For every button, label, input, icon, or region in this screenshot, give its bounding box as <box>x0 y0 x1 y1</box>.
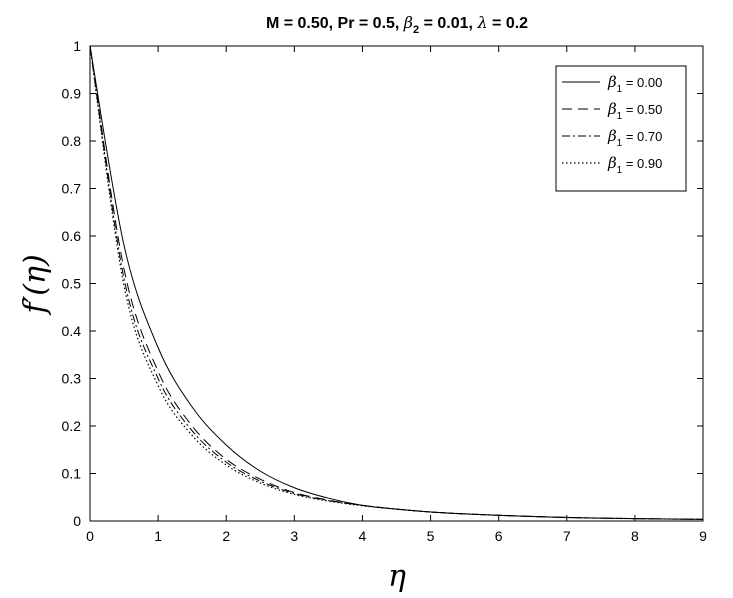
title-prefix: M = 0.50, Pr = 0.5, <box>266 15 404 32</box>
x-tick-label: 7 <box>563 528 571 544</box>
x-tick-label: 6 <box>495 528 503 544</box>
title-lambda-symbol: λ <box>476 13 487 32</box>
legend-box <box>555 65 687 192</box>
title-beta2-sub: 2 <box>413 24 419 36</box>
series-lines <box>89 45 704 520</box>
title-beta2-symbol: β <box>403 13 413 32</box>
legend: β1 = 0.00 β1 = 0.50 β1 = 0.70 β1 = 0.90 <box>555 65 687 192</box>
axis-ticks <box>89 45 704 522</box>
x-tick-label: 5 <box>427 528 435 544</box>
y-axis-label: f′(η) <box>18 254 53 315</box>
y-tick-label: 0.9 <box>62 86 82 102</box>
legend-label-1: β1 = 0.00 <box>607 73 662 95</box>
axis-tick-labels: 0 1 2 3 4 5 6 7 8 9 0 0.1 0.2 0.3 0.4 0.5 0.6 0.7 0.8 0.9 1 <box>62 38 708 544</box>
x-tick-label: 2 <box>222 528 230 544</box>
title-beta2-value: = 0.01, <box>419 15 477 32</box>
legend-label-2: β1 = 0.50 <box>607 100 662 122</box>
legend-label-3: β1 = 0.70 <box>607 127 662 149</box>
x-axis-label: η <box>388 559 406 594</box>
x-tick-label: 0 <box>86 528 94 544</box>
y-tick-label: 0.5 <box>62 276 82 292</box>
y-tick-label: 0.1 <box>62 466 82 482</box>
x-tick-label: 3 <box>290 528 298 544</box>
y-tick-label: 0.6 <box>62 228 82 244</box>
legend-label-4: β1 = 0.90 <box>607 154 662 176</box>
y-tick-label: 0.2 <box>62 418 82 434</box>
y-tick-label: 0.4 <box>62 323 82 339</box>
x-tick-label: 9 <box>699 528 707 544</box>
chart-title: M = 0.50, Pr = 0.5, β2 = 0.01, λ = 0.2 <box>266 13 528 36</box>
x-tick-label: 8 <box>631 528 639 544</box>
y-tick-label: 0 <box>73 513 81 529</box>
x-tick-label: 4 <box>359 528 367 544</box>
y-tick-label: 0.7 <box>62 181 82 197</box>
title-lambda-value: = 0.2 <box>488 15 529 32</box>
y-tick-label: 0.8 <box>62 133 82 149</box>
y-tick-label: 1 <box>73 38 81 54</box>
y-tick-label: 0.3 <box>62 371 82 387</box>
series-line-4 <box>89 45 704 520</box>
x-tick-label: 1 <box>154 528 162 544</box>
